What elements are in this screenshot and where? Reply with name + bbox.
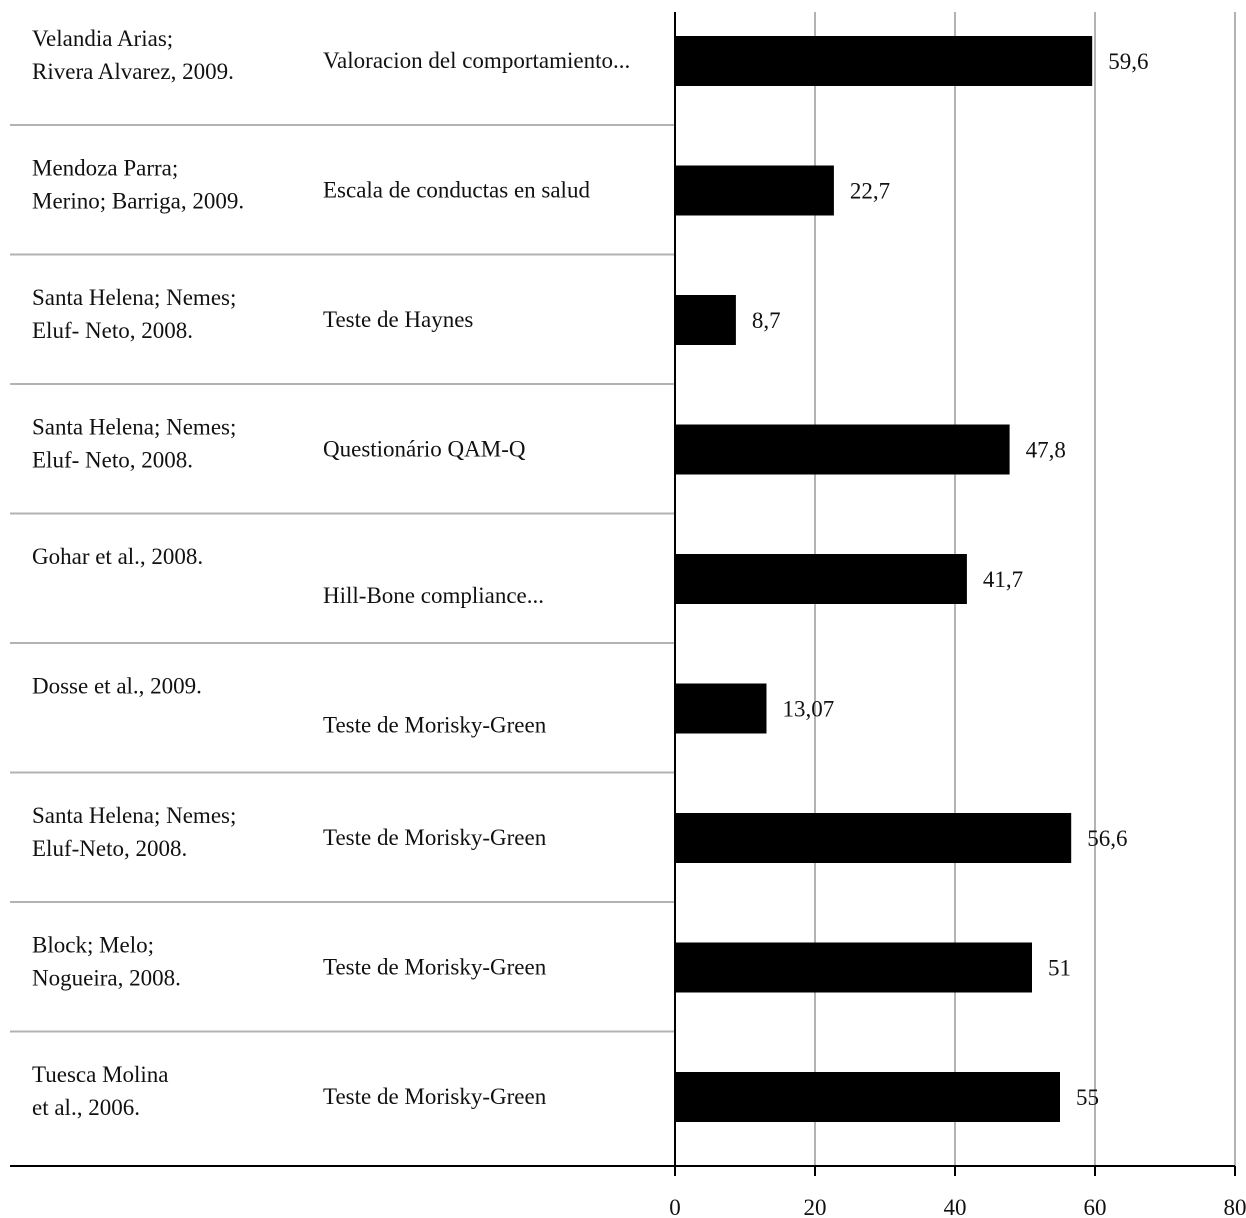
bar: [675, 683, 767, 734]
author-label: Velandia Arias;: [32, 26, 173, 51]
data-label: 47,8: [1026, 438, 1066, 463]
bar: [675, 554, 967, 604]
instrument-label: Teste de Morisky-Green: [323, 713, 547, 738]
bar: [675, 942, 1032, 993]
x-tick-label: 40: [944, 1195, 967, 1218]
data-label: 55: [1076, 1085, 1099, 1110]
author-label: Rivera Alvarez, 2009.: [32, 59, 234, 84]
x-tick-label: 80: [1224, 1195, 1246, 1218]
axes: [10, 12, 1236, 1176]
data-label: 51: [1048, 956, 1071, 981]
author-label: Block; Melo;: [32, 933, 154, 958]
author-label: Mendoza Parra;: [32, 156, 178, 181]
author-label: Nogueira, 2008.: [32, 966, 181, 991]
instrument-label: Teste de Morisky-Green: [323, 825, 547, 850]
author-label: Dosse et al., 2009.: [32, 674, 202, 699]
bar: [675, 36, 1093, 86]
author-label: Santa Helena; Nemes;: [32, 415, 236, 440]
instrument-label: Escala de conductas en salud: [323, 178, 590, 203]
data-label: 41,7: [983, 567, 1023, 592]
author-label: Eluf-Neto, 2008.: [32, 836, 187, 861]
x-tick-label: 20: [804, 1195, 827, 1218]
x-tick-label: 60: [1084, 1195, 1107, 1218]
author-label: Tuesca Molina: [32, 1062, 169, 1087]
author-label: Santa Helena; Nemes;: [32, 285, 236, 310]
instrument-label: Valoracion del comportamiento...: [323, 48, 630, 73]
instrument-label: Teste de Morisky-Green: [323, 1084, 547, 1109]
bar: [675, 1072, 1060, 1122]
bar: [675, 813, 1072, 863]
data-label: 13,07: [782, 697, 834, 722]
data-label: 8,7: [752, 308, 781, 333]
author-label: Eluf- Neto, 2008.: [32, 448, 193, 473]
instrument-label: Questionário QAM-Q: [323, 437, 526, 462]
author-label: Eluf- Neto, 2008.: [32, 318, 193, 343]
data-label: 59,6: [1108, 49, 1148, 74]
author-label: Gohar et al., 2008.: [32, 544, 203, 569]
tick-labels: 0 20 40 60 80: [669, 1195, 1246, 1218]
bar: [675, 165, 834, 216]
x-tick-label: 0: [669, 1195, 681, 1218]
bar: [675, 295, 736, 345]
author-label: Santa Helena; Nemes;: [32, 803, 236, 828]
author-label: Merino; Barriga, 2009.: [32, 189, 244, 214]
bars: [675, 36, 1093, 1122]
row-separators: [10, 124, 675, 1033]
data-label: 56,6: [1087, 826, 1127, 851]
author-label: et al., 2006.: [32, 1095, 140, 1120]
row-labels: Velandia Arias; Rivera Alvarez, 2009. Valo…: [32, 26, 630, 1120]
instrument-label: Hill-Bone compliance...: [323, 583, 544, 608]
instrument-label: Teste de Morisky-Green: [323, 955, 547, 980]
instrument-label: Teste de Haynes: [323, 307, 473, 332]
bar: [675, 424, 1010, 475]
value-labels: 59,6 22,7 8,7 47,8 41,7 13,07 56,6 51 55: [752, 49, 1149, 1110]
data-label: 22,7: [850, 179, 890, 204]
